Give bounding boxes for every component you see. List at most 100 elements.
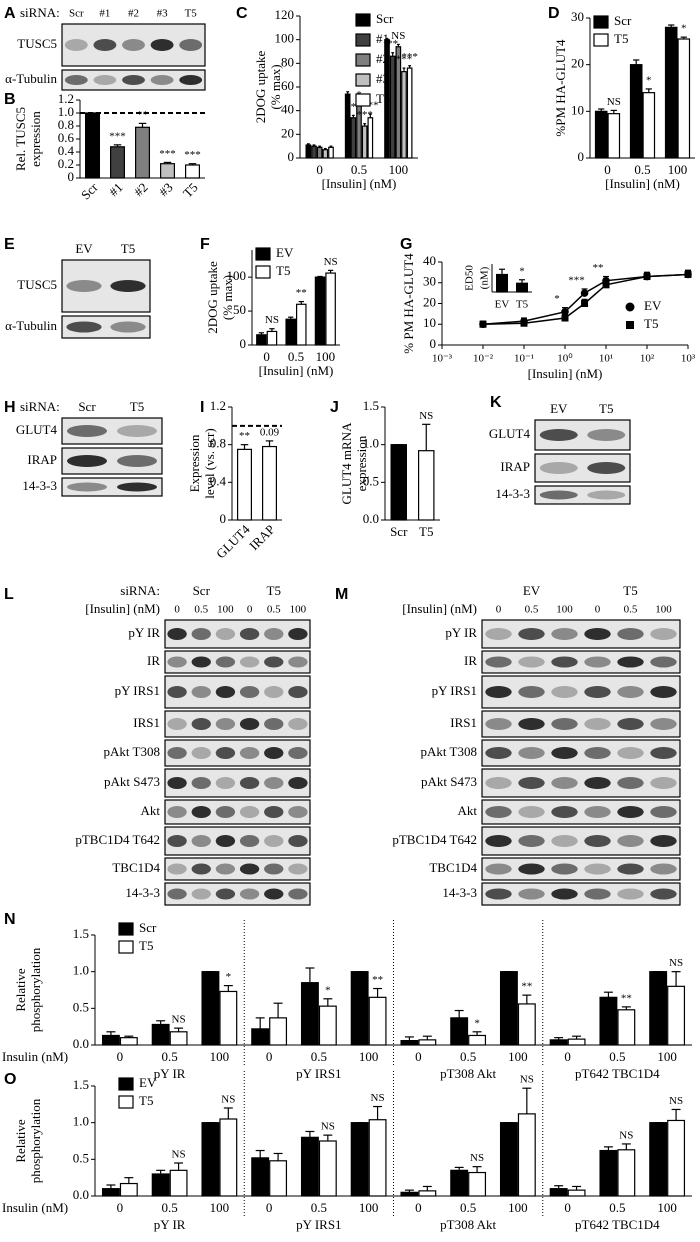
- blot-row-label: TBC1D4: [112, 860, 160, 875]
- blot-band: [67, 482, 107, 492]
- blot-band: [650, 747, 677, 759]
- blot-band: [264, 777, 284, 789]
- blot-row-label: GLUT4: [489, 426, 531, 441]
- blot-band: [64, 39, 88, 51]
- blot-row-label: pY IR: [445, 625, 477, 640]
- panel-letter: F: [200, 236, 210, 253]
- group-label: pT642 TBC1D4: [575, 1217, 660, 1232]
- bar: [418, 1190, 437, 1197]
- blot-row-label: pTBC1D4 T642: [392, 832, 477, 847]
- bar: [109, 146, 125, 179]
- y-tick-label: 0: [430, 336, 437, 351]
- blot-band: [518, 806, 545, 818]
- y-axis-label: %PM HA-GLUT4: [553, 39, 568, 137]
- y-axis-label: phosphorylation: [28, 1098, 43, 1183]
- legend-swatch: [255, 247, 271, 261]
- bar: [251, 1028, 270, 1046]
- legend-swatch: [118, 1077, 134, 1091]
- significance-label: NS: [371, 1092, 385, 1104]
- y-axis-label: (nM): [479, 266, 491, 289]
- y-axis-label: Relative: [13, 1119, 28, 1163]
- bar: [400, 1039, 419, 1046]
- marker: [561, 308, 569, 316]
- blot-band: [485, 806, 512, 818]
- blot-band: [167, 686, 187, 698]
- blot-band: [617, 628, 644, 640]
- blot-band: [584, 888, 611, 900]
- blot-strip: [164, 619, 311, 649]
- panel-letter: I: [200, 399, 204, 416]
- y-tick-label: 0.8: [58, 117, 74, 132]
- x-tick-label: 0: [316, 162, 323, 177]
- x-tick-label: 10⁻³: [432, 353, 453, 365]
- bar: [499, 1122, 518, 1197]
- y-tick-label: 30: [571, 9, 584, 24]
- blot-band: [264, 686, 284, 698]
- blot-band: [215, 888, 236, 900]
- y-tick-label: 0: [68, 169, 75, 184]
- blot-band: [191, 777, 211, 789]
- y-tick-label: 120: [275, 7, 295, 22]
- x-tick-label: IRAP: [246, 522, 278, 554]
- significance-label: NS: [221, 1094, 235, 1106]
- lane-label: 0.5: [525, 604, 539, 616]
- blot-band: [617, 777, 644, 789]
- blot-band: [551, 863, 578, 875]
- legend-marker: [625, 302, 635, 312]
- y-tick-label: 0.6: [58, 130, 75, 145]
- blot-band: [650, 835, 677, 847]
- significance-label: **: [621, 992, 632, 1004]
- blot-band: [191, 888, 211, 900]
- blot-row-label: TUSC5: [17, 36, 57, 51]
- blot-band: [650, 806, 677, 818]
- x-tick-label: 10³: [681, 353, 696, 365]
- lane-label: 0: [496, 604, 502, 616]
- bar: [84, 112, 100, 179]
- blot-band: [264, 718, 284, 730]
- bar: [649, 1122, 668, 1197]
- legend-label: T5: [139, 938, 153, 953]
- y-tick-label: 60: [281, 78, 294, 93]
- legend-label: EV: [139, 1075, 157, 1090]
- lane-label: 0: [247, 604, 253, 616]
- bar: [617, 1009, 636, 1046]
- bar: [314, 276, 326, 346]
- y-tick-label: 50: [233, 302, 246, 317]
- blot-band: [264, 747, 284, 759]
- blot-band: [167, 777, 187, 789]
- legend-swatch: [593, 33, 609, 47]
- y-tick-label: 0: [240, 336, 247, 351]
- blot-band: [122, 39, 145, 51]
- blot-row-label: pAkt T308: [104, 744, 160, 759]
- blot-band: [215, 686, 236, 698]
- legend-label: Scr: [139, 920, 157, 935]
- blot-band: [239, 747, 260, 759]
- bar: [160, 163, 176, 179]
- blot-band: [239, 806, 260, 818]
- lane-label: #2: [128, 8, 139, 20]
- lane-label: 0.5: [624, 604, 638, 616]
- blot-band: [551, 777, 578, 789]
- significance-label: NS: [520, 1074, 534, 1086]
- blot-row-label: 14-3-3: [495, 486, 530, 501]
- blot-row-label: IRS1: [133, 715, 160, 730]
- y-tick-label: 0.5: [363, 473, 379, 488]
- x-tick-label: 0: [117, 1200, 124, 1215]
- y-tick-label: 0: [288, 149, 295, 164]
- blot-band: [288, 777, 308, 789]
- lane-label: EV: [75, 241, 93, 256]
- y-axis-label: (% max): [220, 275, 235, 320]
- blot-band: [518, 747, 545, 759]
- blot-band: [485, 656, 512, 668]
- x-tick-label: 10¹: [599, 353, 613, 365]
- bar: [101, 1188, 120, 1197]
- legend-label: T5: [276, 263, 290, 278]
- blot-row-label: IR: [147, 653, 160, 668]
- bar: [300, 982, 319, 1046]
- blot-band: [518, 835, 545, 847]
- x-tick-label: 10⁰: [557, 353, 573, 365]
- x-tick-label: 100: [508, 1200, 528, 1215]
- legend-swatch: [355, 53, 371, 67]
- blot-band: [167, 656, 187, 668]
